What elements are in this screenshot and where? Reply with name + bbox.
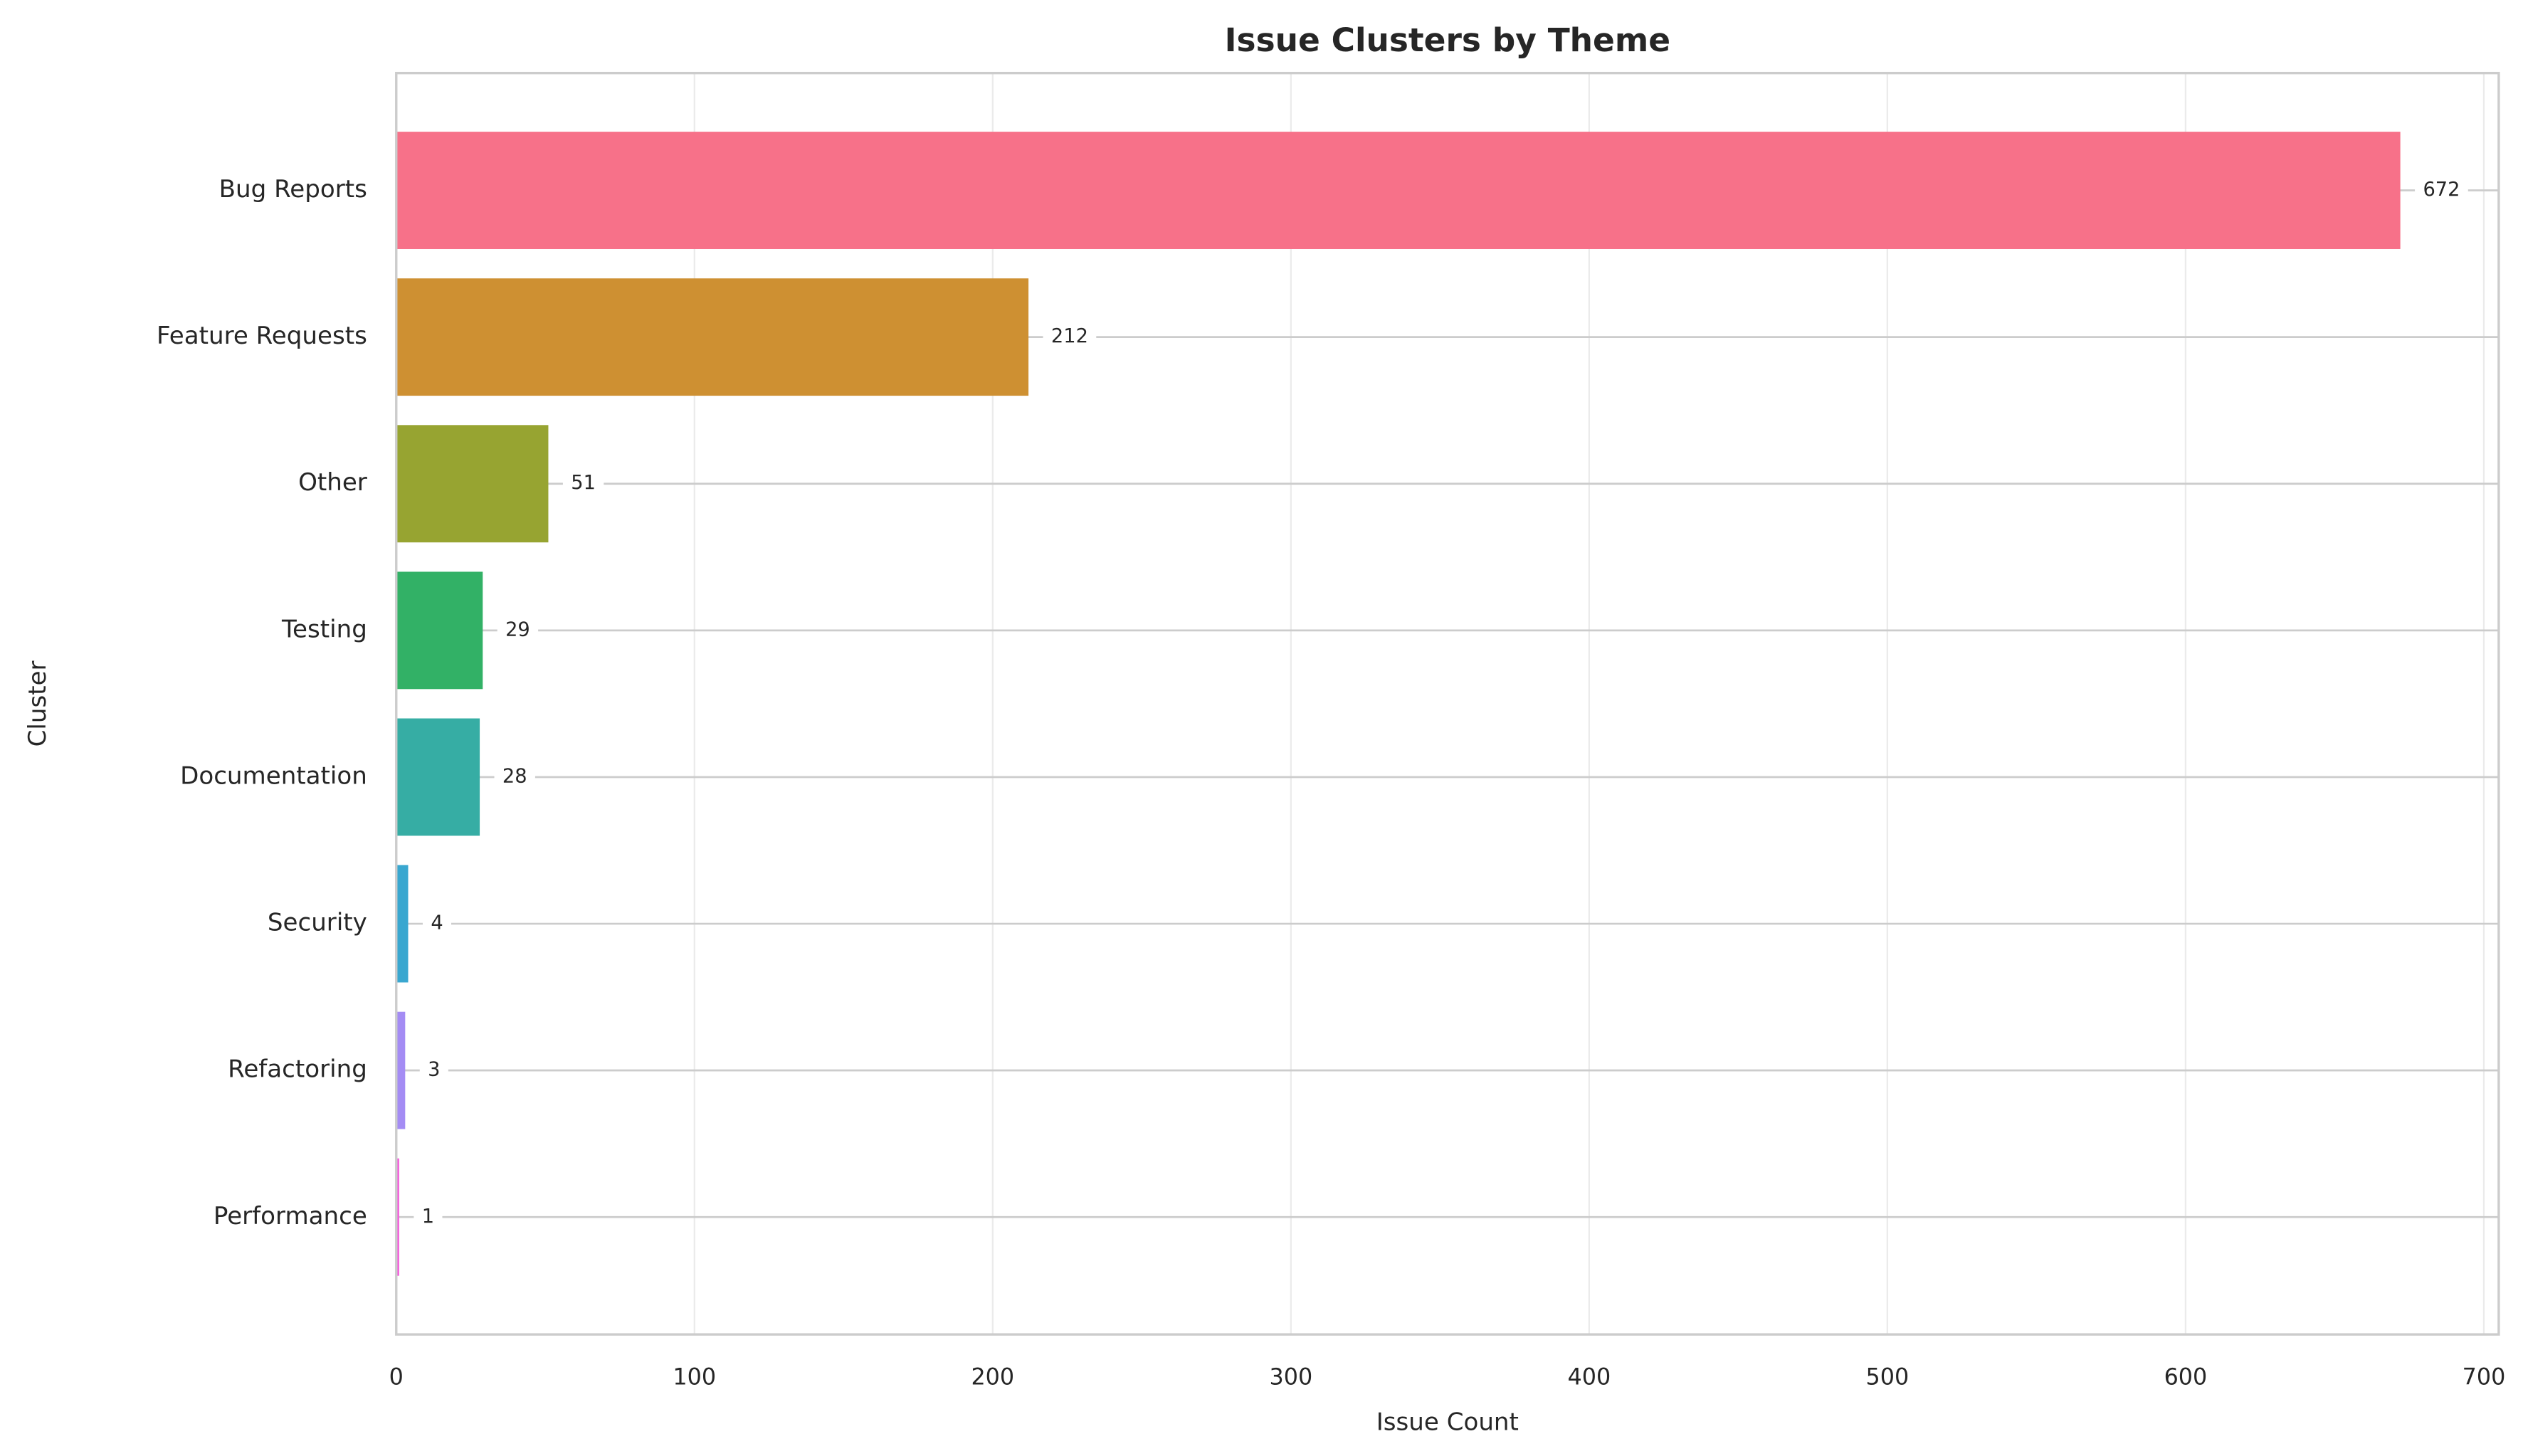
y-tick-label: Testing [281, 615, 367, 643]
x-tick-label: 0 [389, 1363, 404, 1391]
value-label: 29 [505, 618, 530, 640]
chart-title: Issue Clusters by Theme [1225, 21, 1670, 59]
value-label: 4 [431, 912, 443, 934]
value-label-bg [562, 468, 604, 497]
x-tick-label: 700 [2463, 1363, 2506, 1391]
bar [396, 718, 480, 836]
y-tick-label: Refactoring [228, 1055, 367, 1084]
bar [396, 1158, 399, 1276]
x-axis-label: Issue Count [1376, 1408, 1519, 1437]
x-tick-label: 300 [1269, 1363, 1312, 1391]
bar [396, 278, 1029, 396]
value-label-bg [422, 909, 452, 938]
value-label: 3 [428, 1059, 440, 1081]
y-tick-label: Bug Reports [219, 175, 367, 204]
bar [396, 571, 483, 690]
value-label: 672 [2423, 179, 2460, 201]
value-label-bg [2415, 175, 2468, 204]
value-label-bg [1043, 322, 1097, 351]
value-label-bg [419, 1055, 448, 1085]
y-tick-label: Feature Requests [157, 322, 367, 350]
plot-frame [395, 71, 2500, 1336]
value-label-bg [414, 1202, 443, 1231]
value-label: 212 [1051, 325, 1088, 347]
x-tick-label: 600 [2164, 1363, 2208, 1391]
y-tick-label: Other [298, 468, 368, 497]
x-tick-label: 200 [971, 1363, 1014, 1391]
bar [396, 1011, 406, 1129]
x-tick-label: 100 [673, 1363, 716, 1391]
value-label: 51 [571, 472, 596, 494]
bar [396, 132, 2401, 249]
value-label: 1 [422, 1206, 434, 1228]
x-tick-label: 500 [1866, 1363, 1910, 1391]
value-label-bg [494, 761, 535, 791]
x-tick-label: 400 [1568, 1363, 1611, 1391]
y-tick-label: Security [268, 909, 367, 937]
y-axis-label: Cluster [23, 660, 52, 747]
y-tick-label: Performance [214, 1202, 367, 1230]
y-tick-label: Documentation [180, 761, 367, 790]
bar [396, 425, 549, 543]
bar [396, 865, 409, 983]
value-label-bg [497, 615, 539, 644]
value-label: 28 [502, 765, 527, 787]
